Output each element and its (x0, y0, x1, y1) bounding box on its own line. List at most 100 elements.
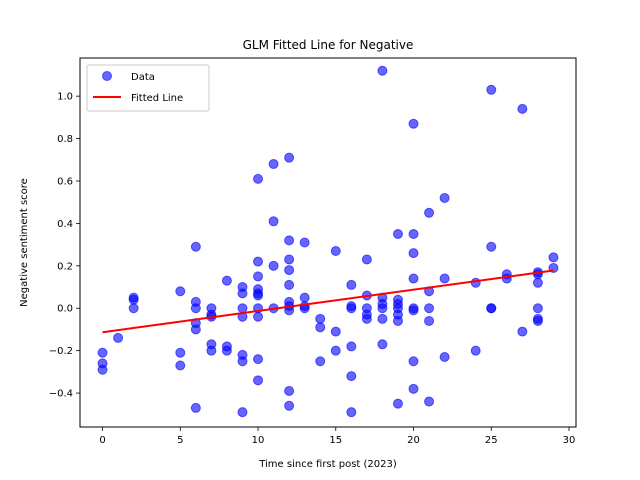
data-point (439, 352, 450, 363)
data-point (532, 303, 543, 314)
data-point (315, 356, 326, 367)
data-point (532, 277, 543, 288)
chart-title: GLM Fitted Line for Negative (243, 38, 414, 52)
y-axis-ticks: −0.4 −0.2 0.0 0.2 0.4 0.6 0.8 1.0 (49, 92, 80, 400)
data-point (361, 254, 372, 265)
data-point (253, 173, 264, 184)
data-point (346, 407, 357, 418)
data-point (470, 345, 481, 356)
data-point (330, 326, 341, 337)
data-point (284, 279, 295, 290)
x-tick-label: 25 (485, 435, 498, 446)
x-tick-label: 5 (177, 435, 183, 446)
data-point (408, 118, 419, 129)
data-point (268, 216, 279, 227)
y-tick-label: 1.0 (57, 92, 73, 103)
data-point (284, 400, 295, 411)
x-axis-ticks: 0 5 10 15 20 25 30 (99, 427, 575, 446)
data-point (113, 332, 124, 343)
y-tick-label: 0.6 (57, 177, 73, 188)
data-point (392, 229, 403, 240)
data-point (517, 326, 528, 337)
data-point (284, 152, 295, 163)
data-point (486, 303, 497, 314)
x-tick-label: 30 (563, 435, 576, 446)
x-axis-label: Time since first post (2023) (258, 459, 397, 470)
data-point (253, 290, 264, 301)
plot-frame (79, 57, 577, 428)
data-point (221, 275, 232, 286)
x-tick-label: 15 (329, 435, 342, 446)
data-point (190, 241, 201, 252)
data-point (408, 248, 419, 259)
y-tick-label: 0.4 (57, 219, 73, 230)
legend: Data Fitted Line (86, 64, 210, 112)
data-point (439, 192, 450, 203)
x-tick-label: 10 (252, 435, 265, 446)
data-point (315, 322, 326, 333)
data-point (253, 256, 264, 267)
y-tick-label: −0.2 (49, 346, 73, 357)
data-point (97, 347, 108, 358)
data-point (284, 235, 295, 246)
data-point (284, 254, 295, 265)
data-point (346, 371, 357, 382)
data-point (532, 315, 543, 326)
y-axis-label: Negative sentiment score (19, 178, 30, 307)
data-point (424, 303, 435, 314)
data-point (128, 294, 139, 305)
data-point (408, 229, 419, 240)
data-point (346, 279, 357, 290)
data-point (284, 265, 295, 276)
y-tick-label: 0.0 (57, 304, 73, 315)
data-point (253, 311, 264, 322)
data-point (190, 324, 201, 335)
data-point (377, 65, 388, 76)
data-point (424, 396, 435, 407)
data-point (377, 303, 388, 314)
data-points (97, 65, 559, 418)
data-point (408, 356, 419, 367)
data-point (175, 286, 186, 297)
data-point (532, 269, 543, 280)
data-point (517, 103, 528, 114)
fitted-line-group (102, 269, 554, 334)
legend-box (86, 64, 210, 112)
data-point (268, 260, 279, 271)
data-point (253, 271, 264, 282)
data-point (315, 313, 326, 324)
data-point (361, 313, 372, 324)
data-point (299, 292, 310, 303)
data-point (424, 315, 435, 326)
data-point (501, 273, 512, 284)
data-point (221, 345, 232, 356)
data-point (299, 237, 310, 248)
data-point (548, 252, 559, 263)
data-point (424, 207, 435, 218)
data-point (190, 402, 201, 413)
y-tick-label: −0.4 (49, 389, 73, 400)
data-point (253, 375, 264, 386)
data-point (284, 385, 295, 396)
x-tick-label: 0 (99, 435, 105, 446)
data-point (439, 273, 450, 284)
x-tick-label: 20 (407, 435, 420, 446)
data-point (408, 383, 419, 394)
data-point (253, 354, 264, 365)
data-point (330, 345, 341, 356)
fitted-line (102, 269, 554, 334)
data-point (392, 315, 403, 326)
y-tick-label: 0.8 (57, 134, 73, 145)
data-point (377, 339, 388, 350)
data-point (237, 303, 248, 314)
data-point (408, 273, 419, 284)
data-point (97, 364, 108, 375)
data-point (408, 305, 419, 316)
data-point (330, 245, 341, 256)
data-point (268, 159, 279, 170)
data-point (470, 277, 481, 288)
data-point (128, 303, 139, 314)
y-tick-label: 0.2 (57, 261, 73, 272)
legend-label-fitted-line: Fitted Line (131, 93, 183, 104)
